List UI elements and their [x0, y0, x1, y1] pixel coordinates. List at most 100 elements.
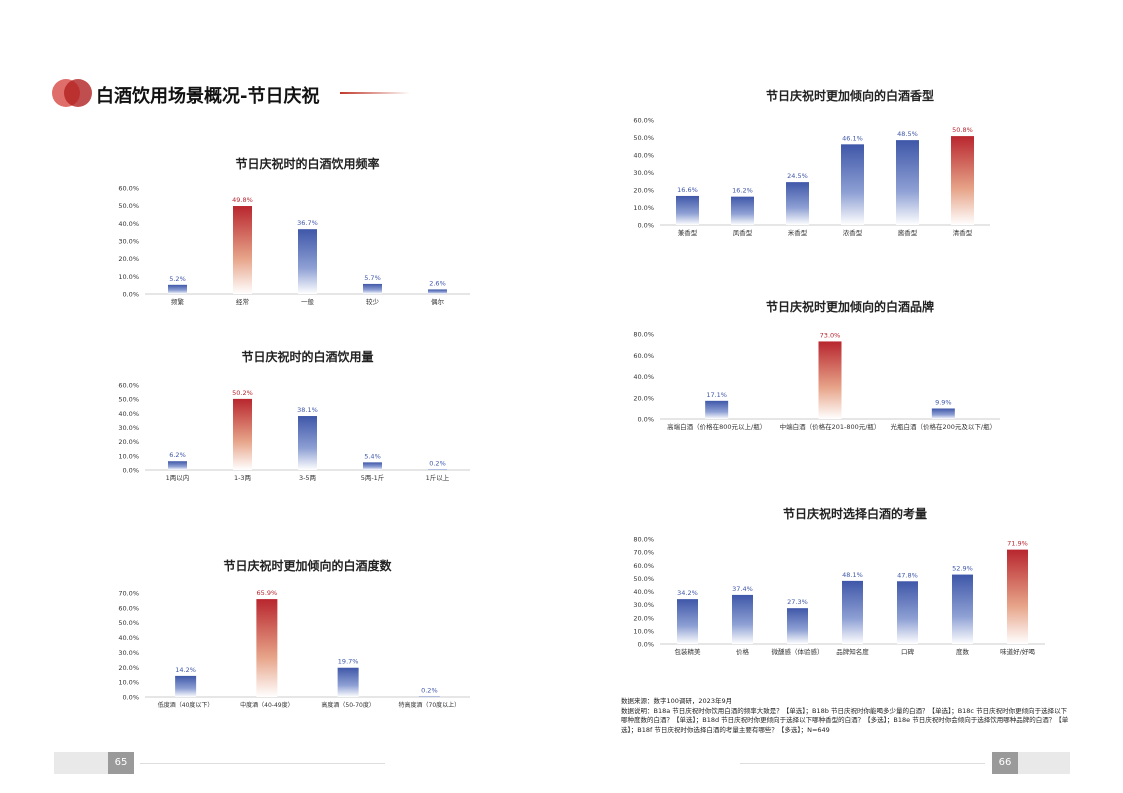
category-label: 价格: [736, 647, 750, 656]
bar: [676, 195, 699, 225]
y-tick-label: 0.0%: [122, 291, 139, 299]
data-label: 16.6%: [677, 186, 698, 194]
bar: [168, 284, 187, 294]
y-tick-label: 0.0%: [637, 222, 654, 230]
page-number-left: 65: [108, 752, 134, 774]
data-label: 19.7%: [338, 658, 359, 666]
bar: [842, 580, 863, 644]
data-label: 5.7%: [364, 274, 381, 282]
data-label: 73.0%: [820, 331, 841, 339]
category-label: 高度酒（50-70度）: [321, 701, 374, 709]
category-label: 清香型: [953, 228, 973, 237]
y-tick-label: 30.0%: [633, 169, 654, 177]
bar: [931, 408, 955, 419]
bar: [732, 594, 753, 644]
chart-svg: 80.0% 60.0% 40.0% 20.0% 0.0% 17.1% 高端白酒（价格在800…: [633, 331, 1000, 431]
chart-title: 节日庆祝时更加倾向的白酒香型: [765, 89, 934, 103]
footer-left-line: [140, 763, 385, 764]
category-label: 较少: [366, 297, 380, 306]
y-tick-label: 50.0%: [118, 396, 139, 404]
bar: [168, 461, 187, 470]
chart-frequency: 节日庆祝时的白酒饮用频率 60.0% 50.0% 40.0% 30.0% 20.0% 10…: [100, 152, 480, 312]
bar: [731, 196, 754, 225]
category-label: 品牌知名度: [836, 647, 869, 656]
source-line: 数据来源：数字100调研，2023年9月: [621, 697, 733, 705]
category-label: 偶尔: [431, 297, 445, 306]
category-label: 度数: [956, 647, 970, 656]
y-tick-label: 60.0%: [118, 185, 139, 193]
bar: [298, 416, 317, 470]
y-tick-label: 40.0%: [633, 373, 654, 381]
data-label: 5.2%: [169, 275, 186, 283]
bar: [787, 608, 808, 644]
y-tick-label: 70.0%: [633, 549, 654, 557]
chart-considerations: 节日庆祝时选择白酒的考量 80.0% 70.0% 60.0% 50.0% 40.0% 30…: [620, 503, 1050, 668]
category-label: 口碑: [901, 647, 915, 656]
y-tick-label: 30.0%: [118, 424, 139, 432]
data-label: 0.2%: [429, 459, 446, 467]
y-tick-label: 10.0%: [118, 452, 139, 460]
y-tick-label: 40.0%: [118, 410, 139, 418]
data-label: 34.2%: [677, 589, 698, 597]
data-label: 2.6%: [429, 279, 446, 287]
bar: [363, 462, 382, 470]
y-tick-label: 60.0%: [118, 604, 139, 612]
category-label: 凤香型: [733, 228, 753, 237]
y-tick-label: 10.0%: [118, 679, 139, 687]
category-label: 低度酒（40度以下）: [158, 701, 214, 709]
data-label: 65.9%: [257, 589, 278, 597]
category-label: 包装精美: [675, 647, 702, 656]
bar: [677, 599, 698, 644]
category-label: 高端白酒（价格在800元以上/瓶）: [667, 422, 766, 431]
page-number-right: 66: [992, 752, 1018, 774]
data-label: 47.8%: [897, 571, 918, 579]
y-tick-label: 80.0%: [633, 536, 654, 544]
y-tick-label: 30.0%: [118, 238, 139, 246]
chart-svg: 60.0% 50.0% 40.0% 30.0% 20.0% 10.0% 0.0% 6.2% 1两…: [118, 382, 470, 482]
bar: [418, 696, 440, 697]
chart-brand-tier: 节日庆祝时更加倾向的白酒品牌 80.0% 60.0% 40.0% 20.0% 0.0% 1…: [620, 296, 1040, 441]
chart-title: 节日庆祝时选择白酒的考量: [782, 507, 927, 521]
footer-right-line: [740, 763, 985, 764]
header-underline: [340, 92, 410, 94]
data-label: 6.2%: [169, 451, 186, 459]
data-label: 49.8%: [232, 196, 253, 204]
category-label: 酱香型: [898, 228, 918, 237]
data-label: 37.4%: [732, 585, 753, 593]
data-label: 50.8%: [952, 126, 973, 134]
category-label: 1两以内: [166, 473, 190, 482]
bar: [428, 469, 447, 470]
category-label: 光瓶白酒（价格在200元及以下/瓶）: [891, 422, 997, 431]
data-label: 9.9%: [935, 398, 952, 406]
bar: [1007, 549, 1028, 644]
y-tick-label: 30.0%: [118, 649, 139, 657]
y-tick-label: 60.0%: [118, 382, 139, 390]
y-tick-label: 40.0%: [633, 152, 654, 160]
y-tick-label: 60.0%: [633, 117, 654, 125]
y-tick-label: 0.0%: [122, 467, 139, 475]
data-label: 71.9%: [1007, 540, 1028, 548]
y-tick-label: 70.0%: [118, 590, 139, 598]
bar: [233, 206, 252, 294]
chart-svg: 60.0% 50.0% 40.0% 30.0% 20.0% 10.0% 0.0% 5.2% 频繁…: [118, 185, 470, 306]
category-label: 米香型: [788, 228, 808, 237]
chart-aroma-type: 节日庆祝时更加倾向的白酒香型 60.0% 50.0% 40.0% 30.0% 20.0%…: [620, 85, 1040, 245]
bar: [428, 289, 447, 294]
source-description: 数据说明：B18a 节日庆祝时你饮用白酒的频率大致是？【单选】；B18b 节日庆…: [621, 706, 1069, 734]
y-tick-label: 20.0%: [118, 438, 139, 446]
y-tick-label: 50.0%: [633, 134, 654, 142]
data-label: 46.1%: [842, 134, 863, 142]
category-label: 3-5两: [299, 474, 317, 482]
y-tick-label: 20.0%: [633, 187, 654, 195]
bar: [786, 182, 809, 225]
y-tick-label: 40.0%: [118, 634, 139, 642]
chart-title: 节日庆祝时更加倾向的白酒品牌: [765, 300, 934, 314]
logo-circle-right: [64, 79, 92, 107]
y-tick-label: 0.0%: [637, 416, 654, 424]
bar: [818, 341, 842, 419]
y-tick-label: 20.0%: [118, 255, 139, 263]
data-label: 48.1%: [842, 571, 863, 579]
y-tick-label: 60.0%: [633, 352, 654, 360]
y-tick-label: 0.0%: [637, 641, 654, 649]
